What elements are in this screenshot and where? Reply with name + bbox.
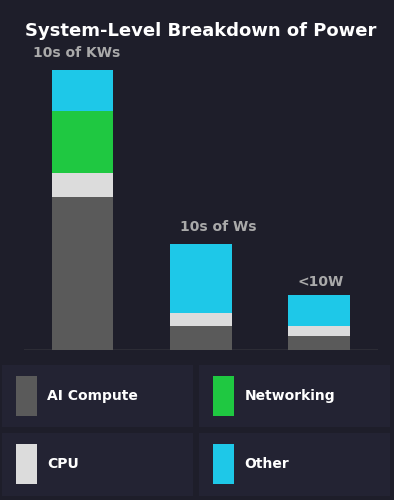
Bar bbox=[170, 244, 232, 312]
Text: AI Compute: AI Compute bbox=[47, 389, 138, 403]
Bar bbox=[170, 312, 232, 326]
Text: 10s of Ws: 10s of Ws bbox=[180, 220, 256, 234]
FancyBboxPatch shape bbox=[199, 433, 390, 496]
Bar bbox=[288, 296, 350, 326]
Bar bbox=[16, 444, 37, 484]
Bar bbox=[52, 172, 113, 197]
Bar bbox=[213, 376, 234, 416]
Bar bbox=[288, 326, 350, 336]
Title: System-Level Breakdown of Power: System-Level Breakdown of Power bbox=[25, 22, 377, 40]
Text: Other: Other bbox=[244, 458, 289, 471]
Bar bbox=[288, 336, 350, 350]
FancyBboxPatch shape bbox=[2, 364, 193, 428]
Bar bbox=[170, 326, 232, 350]
FancyBboxPatch shape bbox=[199, 364, 390, 428]
Bar bbox=[52, 112, 113, 172]
Text: <10W: <10W bbox=[298, 274, 344, 288]
Bar bbox=[213, 444, 234, 484]
Text: CPU: CPU bbox=[47, 458, 79, 471]
FancyBboxPatch shape bbox=[2, 433, 193, 496]
Bar bbox=[16, 376, 37, 416]
Text: Networking: Networking bbox=[244, 389, 335, 403]
Bar bbox=[52, 70, 113, 112]
Text: 10s of KWs: 10s of KWs bbox=[33, 46, 120, 60]
Bar bbox=[52, 196, 113, 350]
